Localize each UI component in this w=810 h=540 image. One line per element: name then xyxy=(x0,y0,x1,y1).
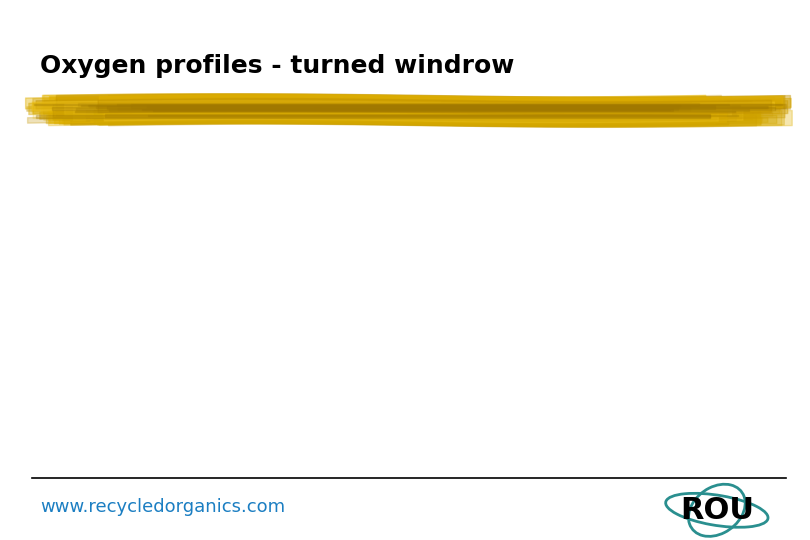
Text: Oxygen profiles - turned windrow: Oxygen profiles - turned windrow xyxy=(40,54,515,78)
Text: www.recycledorganics.com: www.recycledorganics.com xyxy=(40,498,286,516)
Text: ROU: ROU xyxy=(680,496,754,525)
